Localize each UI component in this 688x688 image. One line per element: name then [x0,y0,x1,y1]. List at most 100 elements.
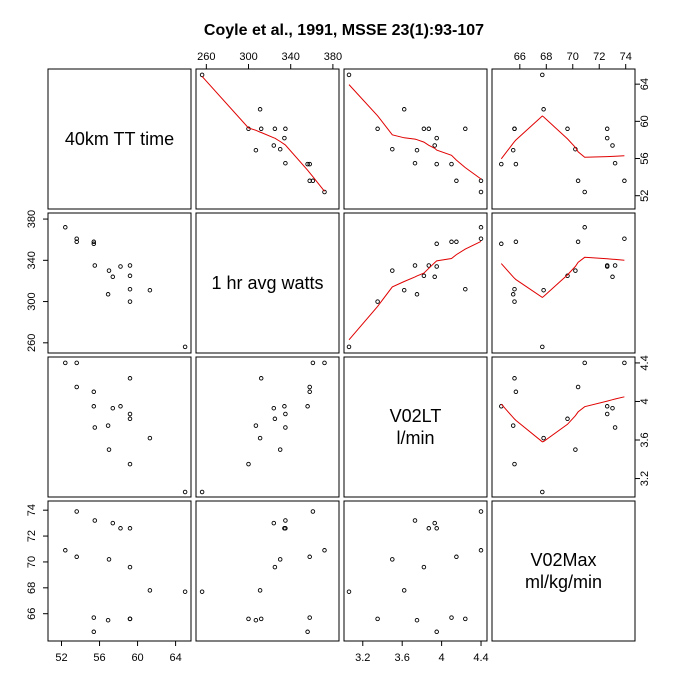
data-point [105,292,111,297]
data-point [434,161,439,167]
data-point [127,299,133,304]
panel-vo2max-vs-vo2lt [343,500,488,642]
data-point [454,239,459,245]
data-point [432,143,437,148]
x-tick-label: 340 [282,51,300,63]
panel-watts-vs-vo2max [491,212,636,354]
data-point [63,548,68,553]
data-point [510,423,516,428]
data-point [434,135,439,141]
y-tick-label: 72 [26,530,38,542]
data-point [512,376,517,381]
x-tick-label: 68 [540,51,552,63]
data-point [322,189,327,195]
data-point [307,384,312,390]
x-tick-label: 300 [239,51,257,63]
panel-frame [491,212,636,354]
panel-frame [491,356,636,498]
data-point [91,389,97,395]
data-point [127,286,133,292]
panel-tt-vs-vo2max [491,68,636,210]
data-point [283,126,288,132]
data-point [91,404,97,409]
data-point [434,241,439,247]
data-point [622,178,627,184]
data-point [565,126,570,132]
panel-watts-vs-vo2lt [343,212,488,354]
data-point [257,107,263,112]
y-tick-label: 74 [26,504,38,516]
data-point [74,554,79,560]
lowess-line [201,76,325,192]
data-point [478,236,484,241]
lowess-line [500,115,625,160]
data-point [74,239,79,245]
data-point [478,189,484,195]
y-tick-label: 68 [26,582,38,594]
data-point [283,160,288,166]
data-point [573,268,578,273]
data-point [127,416,133,422]
data-point [346,72,352,78]
x-tick-label: 70 [567,51,579,63]
data-point [541,435,546,441]
panel-frame [195,68,340,210]
data-point [257,588,263,593]
data-point [540,344,545,350]
data-point [401,287,407,293]
panel-frame [47,212,192,354]
x-tick-label: 64 [169,652,181,664]
data-point [512,286,517,292]
data-point [610,143,615,148]
data-point [182,344,188,350]
data-point [375,126,380,132]
data-point [307,161,312,167]
data-point [390,557,395,562]
diagonal-label: V02Max [530,550,596,570]
data-point [573,447,578,452]
panel-vo2lt-vs-vo2max [491,356,636,498]
data-point [127,411,133,417]
data-point [127,376,133,381]
panel-frame [47,356,192,498]
data-point [271,143,277,148]
data-point [582,189,587,195]
data-point [434,629,439,635]
data-point [147,435,153,441]
data-point [271,405,277,411]
panel-tt-vs-watts [195,68,340,210]
data-point [283,411,288,417]
data-point [283,526,288,531]
panel-vo2lt-vs-watts [195,356,340,498]
data-point [513,239,519,245]
data-point [412,160,418,166]
data-point [106,268,112,273]
data-point [92,425,98,430]
diagonal-label: V02LT [390,406,442,426]
x-tick-label: 52 [55,652,67,664]
data-point [401,588,407,593]
panel-frame [343,500,488,642]
data-point [434,526,439,531]
data-point [258,616,264,622]
data-point [421,126,427,132]
data-point [604,126,610,132]
y-tick-label: 60 [639,115,651,127]
data-point [565,416,570,422]
data-point [604,135,610,141]
data-point [414,617,420,623]
data-point [246,461,251,467]
data-point [541,287,546,293]
y-tick-label: 70 [26,556,38,568]
axes-layer: 52 56 60 64 260 300 340 380 3.2 3.6 4 4.4 66 68 70 72 74… [26,51,651,664]
data-point [283,425,288,430]
data-point [92,518,98,523]
data-point [434,264,439,269]
panel-tt-vs-vo2lt [343,68,488,210]
data-point [510,147,516,153]
data-point [421,564,427,570]
data-point [272,416,278,422]
